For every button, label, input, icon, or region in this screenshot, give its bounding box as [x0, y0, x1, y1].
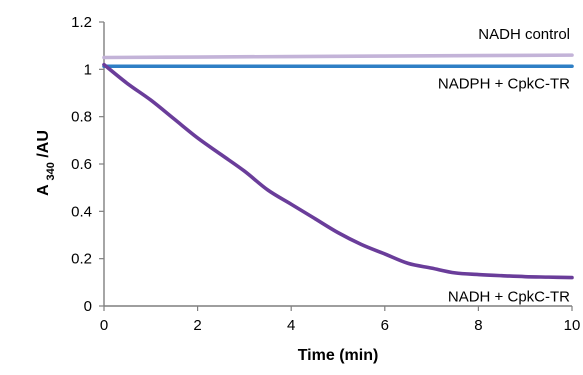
series-label-1: NADH control [478, 26, 570, 43]
series-line-3 [102, 62, 574, 280]
x-axis-title: Time (min) [298, 347, 379, 364]
y-tick-label: 1.2 [71, 14, 92, 31]
series-labels: NADH control NADPH + CpkC-TR NADH + CpkC-T… [438, 26, 570, 305]
x-tick-label: 2 [193, 317, 201, 334]
y-axis-title-main: A [35, 184, 52, 196]
y-tick-label: 0.4 [71, 203, 92, 220]
y-tick-label: 0.2 [71, 251, 92, 268]
y-axis-title-suffix: /AU [35, 130, 52, 158]
x-ticks: 0 2 4 6 8 10 [100, 306, 581, 334]
series-line-1 [102, 53, 574, 60]
x-tick-label: 10 [564, 317, 581, 334]
y-ticks: 0 0.2 0.4 0.6 0.8 1 1.2 [71, 14, 104, 315]
y-tick-label: 1 [84, 61, 92, 78]
y-tick-label: 0.8 [71, 109, 92, 126]
series-label-3: NADH + CpkC-TR [448, 289, 570, 306]
x-tick-label: 8 [474, 317, 482, 334]
x-tick-label: 0 [100, 317, 108, 334]
x-tick-label: 6 [381, 317, 389, 334]
y-axis-title-subscript: 340 [45, 162, 57, 180]
x-tick-label: 4 [287, 317, 295, 334]
series-label-2: NADPH + CpkC-TR [438, 75, 570, 92]
series-group [102, 53, 574, 280]
y-axis-title: A 340 /AU [35, 130, 57, 196]
y-tick-label: 0 [84, 298, 92, 315]
y-tick-label: 0.6 [71, 156, 92, 173]
